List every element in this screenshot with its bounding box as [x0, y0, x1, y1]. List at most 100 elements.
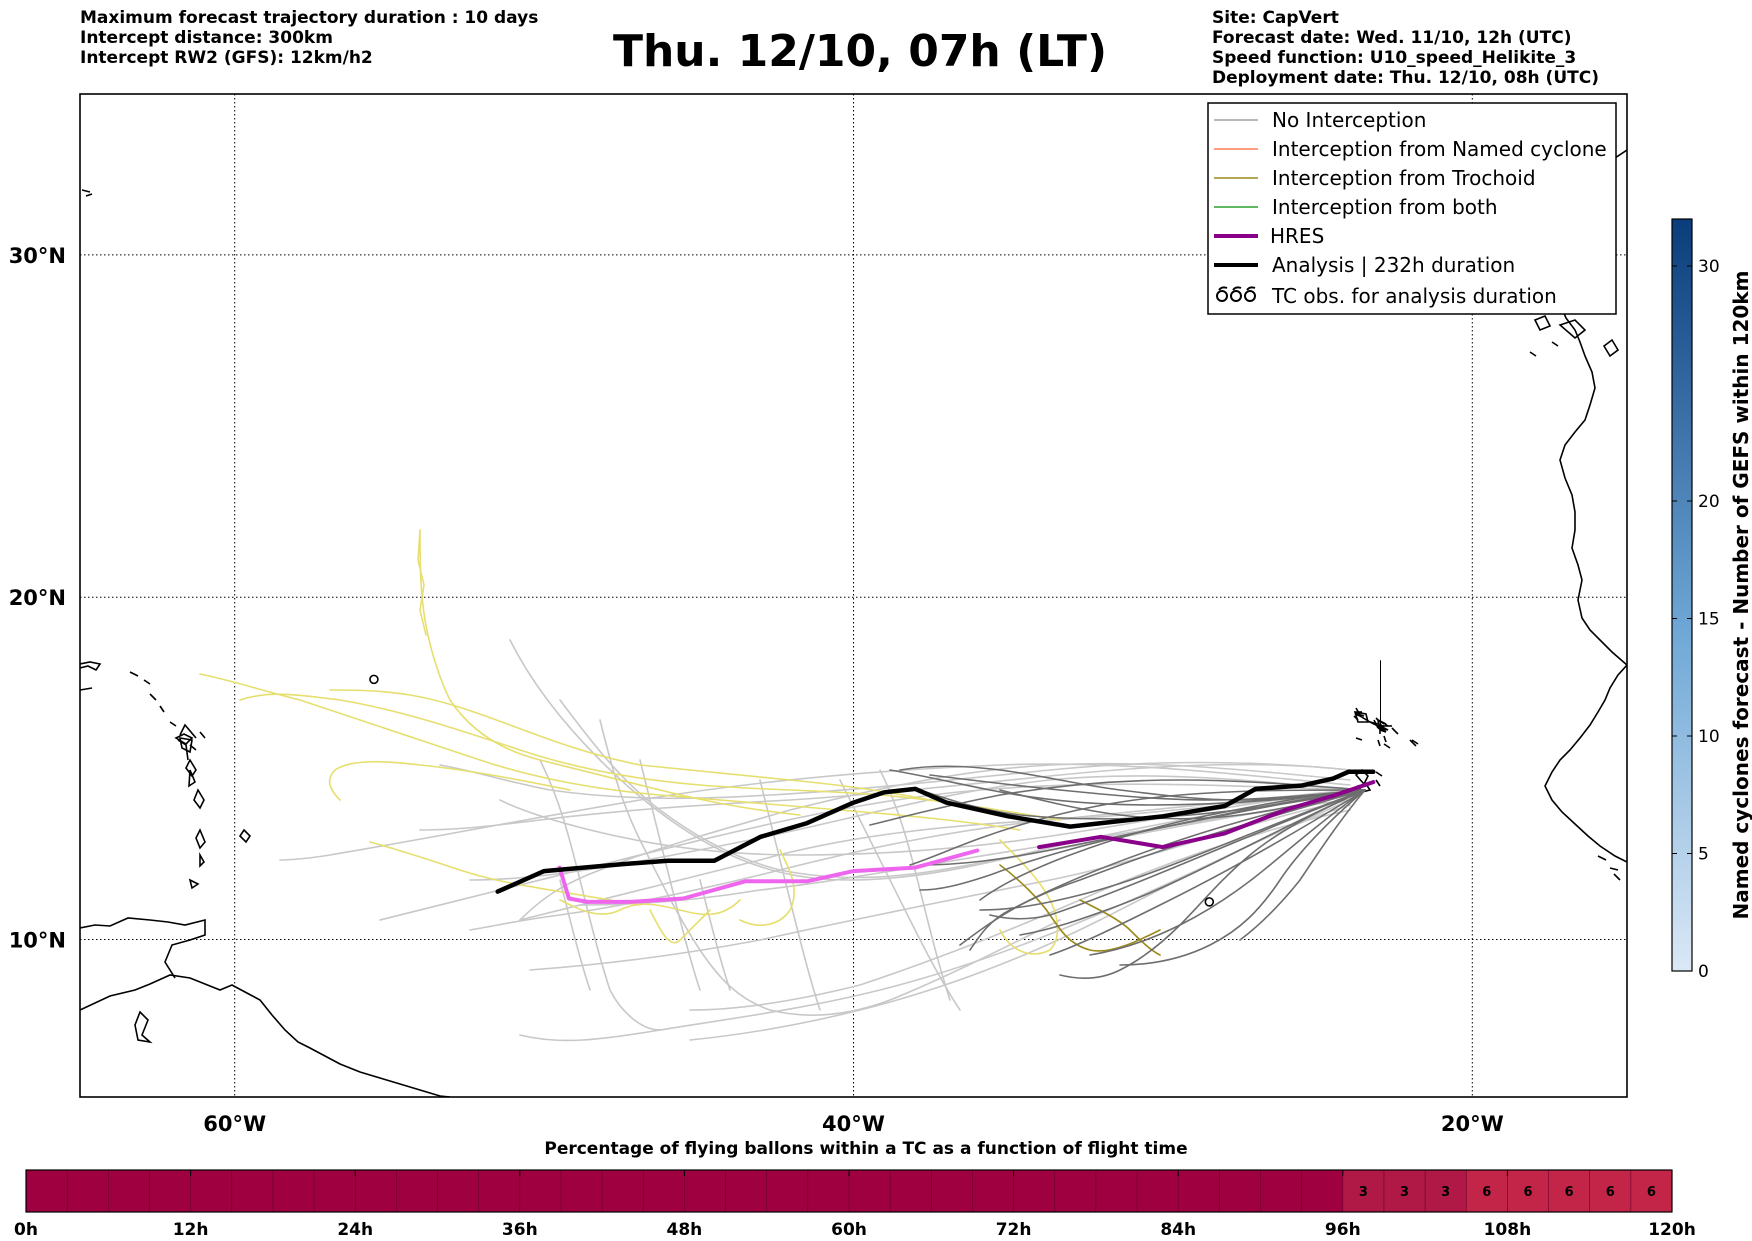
cape-verde-south-3 — [1355, 737, 1363, 741]
puerto-rico — [80, 661, 102, 672]
barbados — [238, 828, 252, 844]
map-frame — [79, 93, 1628, 1098]
gray-track — [559, 699, 1351, 879]
hres-track-light — [557, 848, 980, 904]
lon-tick-label: 40°W — [822, 1112, 885, 1136]
colorbar-tick-label: 10 — [1698, 727, 1720, 747]
flight-bar-tick-label: 108h — [1484, 1220, 1532, 1240]
flight-bar-tick-label: 96h — [1325, 1220, 1361, 1240]
cape-verde-islet-3 — [1377, 719, 1381, 731]
olive-track — [999, 864, 1161, 952]
island-a — [80, 687, 93, 691]
flight-bar-cell-value: 3 — [1359, 1185, 1368, 1200]
gray-track — [419, 763, 1351, 831]
legend-box — [1207, 102, 1617, 315]
cape-verde-islet-4 — [1377, 719, 1385, 725]
gray-track — [539, 759, 661, 1031]
trochoid-tracks — [199, 529, 1061, 955]
cape-verde-islet-1 — [1383, 739, 1419, 749]
cape-verde-south-2 — [1375, 779, 1381, 787]
flight-bar-cell — [1425, 1170, 1467, 1212]
analysis-track — [495, 769, 1376, 894]
no-interception-dark-tracks — [869, 765, 1366, 980]
gray-track — [759, 779, 821, 1011]
dark-gray-track — [869, 779, 1366, 826]
island-b — [81, 189, 93, 197]
gray-track — [599, 719, 1061, 1016]
page-title: Thu. 12/10, 07h (LT) — [612, 26, 1108, 77]
canary-3 — [1602, 338, 1620, 358]
flight-bar-tick-label: 72h — [996, 1220, 1032, 1240]
flight-bar-cell-value: 3 — [1441, 1185, 1450, 1200]
yellow-track — [419, 529, 801, 816]
flight-bar-tick-label: 120h — [1648, 1220, 1696, 1240]
tobago — [188, 878, 200, 890]
yellow-track — [559, 899, 741, 916]
trajectory-layer — [199, 529, 1376, 1042]
flight-bar-cell — [1342, 1170, 1384, 1212]
dark-gray-track — [929, 774, 1366, 801]
cyclone-symbol-icon — [1216, 286, 1256, 302]
tc-obs-marker — [1204, 897, 1215, 907]
gray-track — [839, 779, 961, 1011]
colorbar-ticks: 0 5 10 15 20 30 — [1672, 257, 1720, 982]
lat-tick-label: 20°N — [9, 586, 66, 610]
dark-gray-track — [989, 789, 1366, 920]
cape-verde-ne-2 — [1383, 735, 1387, 743]
cape-verde-se — [1375, 771, 1383, 777]
lesser-antilles-3 — [195, 828, 206, 850]
bissagos-islands — [1597, 855, 1621, 881]
yellow-track — [739, 849, 795, 926]
dark-gray-track — [919, 789, 1366, 820]
flight-bar-cell-value: 6 — [1606, 1185, 1615, 1200]
flight-time-bar: Percentage of flying ballons within a TC… — [14, 1139, 1696, 1240]
dark-gray-track — [1239, 789, 1366, 941]
legend-label: Interception from both — [1272, 195, 1498, 219]
coastline-layer — [80, 149, 1627, 1097]
lat-tick-label: 30°N — [9, 244, 66, 268]
dark-gray-track — [1049, 789, 1366, 956]
legend: No Interception Interception from Named … — [1207, 102, 1617, 315]
canary-4 — [1529, 351, 1537, 357]
colorbar-tick-label: 15 — [1698, 610, 1720, 630]
flight-bar-cell-value: 6 — [1523, 1185, 1532, 1200]
flight-bar-tick-label: 60h — [831, 1220, 867, 1240]
cyclone-colorbar: 0 5 10 15 20 30 Named cyclones forecast - Num… — [1671, 218, 1752, 982]
yellow-track — [999, 839, 1059, 955]
legend-label: HRES — [1270, 224, 1324, 248]
guadeloupe — [174, 733, 194, 746]
dark-gray-track — [889, 769, 1366, 806]
tc-obs-marker — [369, 674, 379, 685]
flight-bar-cell — [1383, 1170, 1426, 1212]
flight-bar-title: Percentage of flying ballons within a TC… — [544, 1139, 1187, 1159]
settings-distance: Intercept distance: 300km — [80, 28, 333, 48]
site-info: Site: CapVert Forecast date: Wed. 11/10,… — [1212, 8, 1599, 88]
canary-1 — [1533, 314, 1552, 332]
speed-function: Speed function: U10_speed_Helikite_3 — [1212, 48, 1577, 68]
colorbar-tick-label: 0 — [1698, 962, 1709, 982]
flight-bar-cell-value: 6 — [1647, 1185, 1656, 1200]
yellow-track — [239, 693, 1061, 821]
flight-bar-tick-label: 12h — [173, 1220, 209, 1240]
latitude-labels: 30°N 20°N 10°N — [9, 244, 66, 953]
flight-bar-cell-value: 6 — [1565, 1185, 1574, 1200]
flight-bar-cell — [1630, 1170, 1672, 1212]
lon-tick-label: 20°W — [1441, 1112, 1504, 1136]
dark-gray-track — [979, 789, 1366, 901]
flight-bar-tick-label: 36h — [502, 1220, 538, 1240]
site-name: Site: CapVert — [1212, 8, 1339, 28]
colorbar-gradient — [1671, 218, 1693, 972]
leeward-islands — [179, 723, 206, 751]
lesser-antilles-4 — [178, 737, 193, 754]
cape-verde-north — [1354, 711, 1387, 731]
flight-bar-tick-label: 84h — [1160, 1220, 1196, 1240]
flight-bar-cells: 3 3 3 6 6 6 6 6 — [25, 1169, 1673, 1213]
forecast-settings: Maximum forecast trajectory duration : 1… — [80, 8, 538, 68]
legend-label: Interception from Named cyclone — [1272, 137, 1607, 161]
venezuela-island — [134, 1010, 153, 1044]
colorbar-tick-label: 30 — [1698, 257, 1720, 277]
virgin-islands — [129, 671, 177, 727]
gray-track — [639, 759, 701, 991]
cape-verde-10 — [1353, 715, 1359, 721]
flight-bar-ticks: 0h 12h 24h 36h 48h 60h 72h 84h 96h 108h 120h — [14, 1170, 1696, 1240]
